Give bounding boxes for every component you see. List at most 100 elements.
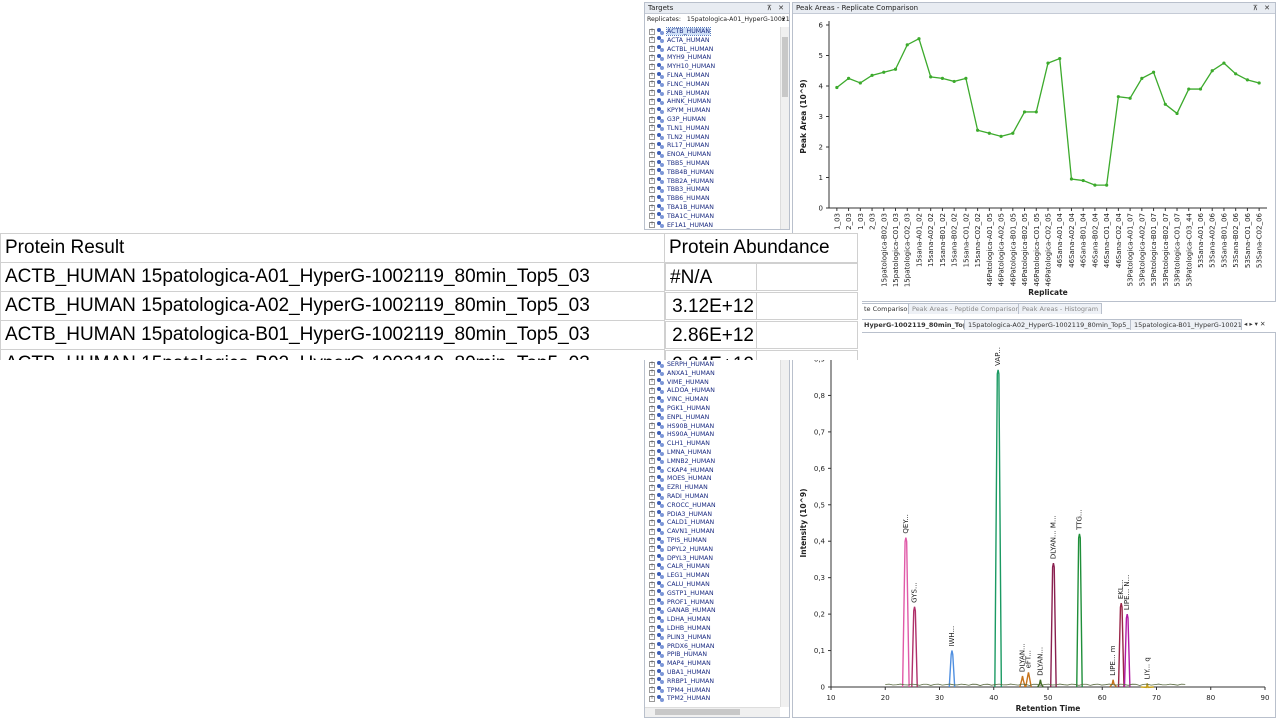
protein-icon [657,71,664,79]
y-tick-label: 1 [819,174,823,182]
x-tick-label: 15sana-C01_02 [962,213,970,267]
cell-protein-abundance[interactable]: 2.86E+12 [665,321,858,350]
tree-item[interactable]: ANXA1_HUMAN [645,367,715,378]
tree-item[interactable]: ALDOA_HUMAN [645,385,715,395]
tree-item[interactable]: EF1A1_HUMAN [645,219,713,229]
tree-item[interactable]: GANAB_HUMAN [645,605,716,615]
x-tick-label: 15patologica-C01_03 [892,213,900,287]
tree-item[interactable]: LMNB2_HUMAN [645,455,715,466]
x-tick-label: 46Sana-B02_04 [1091,212,1099,267]
protein-icon [657,554,664,562]
tree-item-label: LMNA_HUMAN [667,449,712,456]
tree-item-label: LDHB_HUMAN [667,625,711,632]
expand-icon[interactable] [648,693,655,702]
peak-label: TTG... [1075,509,1083,531]
tab-peptide-comparison[interactable]: Peak Areas - Peptide Comparison [908,303,1024,314]
protein-icon [657,413,664,421]
tree-item-label: TBB3_HUMAN [667,186,710,194]
scrollbar-thumb[interactable] [782,37,788,97]
protein-icon [657,492,664,500]
baseline-trace [885,683,1186,686]
cell-protein-result[interactable]: ACTB_HUMAN 15patologica-A02_HyperG-10021… [0,291,665,321]
tab-chromatogram-3[interactable]: 15patologica-B01_HyperG-100211‹ [1130,319,1242,330]
targets-scrollbar[interactable] [780,27,789,229]
tree-item-label: RRBP1_HUMAN [667,677,714,685]
targets-pin-close[interactable]: ⊼ ✕ [766,4,786,12]
cell-protein-abundance[interactable]: 2.84E+12 [665,350,858,360]
x-tick-label: 53Patologica-A02_07 [1138,213,1146,286]
empty-cell[interactable] [757,321,858,349]
tree-item[interactable]: DPYL2_HUMAN [645,543,713,554]
protein-icon [657,221,664,229]
tree-item[interactable]: PRDX6_HUMAN [645,640,714,651]
protein-icon [657,36,664,44]
tree-item[interactable]: ACTBL_HUMAN [645,43,713,54]
tree-item[interactable]: MYH10_HUMAN [645,61,715,71]
protein-table: Protein Result Protein Abundance ACTB_HU… [0,233,858,360]
cell-protein-abundance[interactable]: 3.12E+12 [665,292,858,321]
tab-histogram[interactable]: Peak Areas - Histogram [1018,303,1103,314]
tree-item-label: CALR_HUMAN [667,563,710,571]
tree-item[interactable]: TBB2A_HUMAN [645,175,714,186]
tree-item-label: MAP4_HUMAN [667,660,711,668]
abundance-value[interactable]: #N/A [665,263,757,292]
protein-icon [657,395,664,403]
tree-item-label: TLN1_HUMAN [667,124,710,132]
tree-item[interactable]: DPYL3_HUMAN [645,552,713,563]
tree-item[interactable]: PDIA3_HUMAN [645,508,712,519]
empty-cell[interactable] [757,350,858,360]
protein-icon [657,369,664,377]
cell-protein-result[interactable]: ACTB_HUMAN 15patologica-A01_HyperG-10021… [0,262,665,292]
tab-nav-controls[interactable]: ◂ ▸ ▾ ✕ [1244,320,1266,328]
header-protein-abundance[interactable]: Protein Abundance [664,233,858,263]
replicates-select[interactable]: 15patologica-A01_HyperG-10021 [686,16,790,23]
tree-item[interactable]: HS90A_HUMAN [645,429,714,439]
expand-icon[interactable] [648,219,655,229]
tree-item[interactable]: TBA1B_HUMAN [645,202,714,212]
y-tick-label: 6 [819,22,824,30]
horizontal-scrollbar[interactable] [645,707,780,717]
tree-item[interactable]: TBB4B_HUMAN [645,166,714,177]
tree-item[interactable]: CALD1_HUMAN [645,517,714,527]
protein-icon [657,510,664,518]
cell-protein-result[interactable]: ACTB_HUMAN 15patologica-B02_HyperG-10021… [0,349,665,360]
abundance-value[interactable]: 2.84E+12 [665,350,757,360]
tree-item[interactable]: TBA1C_HUMAN [645,210,714,221]
tree-item-label: TBB4B_HUMAN [667,168,714,176]
tree-item[interactable]: CROCC_HUMAN [645,499,716,510]
protein-icon [657,106,664,114]
tree-item[interactable]: CKAP4_HUMAN [645,464,714,475]
protein-icon [657,45,664,53]
tree-item[interactable]: CAVN1_HUMAN [645,526,714,536]
peak-areas-pin-close[interactable]: ⊼ ✕ [1252,4,1272,12]
empty-cell[interactable] [757,292,858,320]
data-point [893,67,898,71]
tree-item[interactable]: SERPH_HUMAN [645,360,714,369]
scrollbar-thumb-horizontal[interactable] [655,709,740,715]
tree-item[interactable]: RRBP1_HUMAN [645,675,714,686]
protein-icon [657,177,664,185]
data-point [1022,110,1027,114]
abundance-value[interactable]: 2.86E+12 [665,321,757,349]
targets-title: Targets [648,4,674,12]
chevron-down-icon[interactable]: ▾ [781,16,785,23]
tree-item[interactable]: HS90B_HUMAN [645,420,714,431]
header-protein-result[interactable]: Protein Result [0,233,665,263]
data-point [1069,177,1074,181]
cell-protein-result[interactable]: ACTB_HUMAN 15patologica-B01_HyperG-10021… [0,320,665,350]
protein-icon [657,133,664,141]
protein-icon [657,115,664,123]
tab-chromatogram-2[interactable]: 15patologica-A02_HyperG-1002119_80min_To… [964,319,1142,330]
cell-protein-abundance[interactable]: #N/A [665,263,858,292]
chromatogram-peak [1050,562,1057,688]
tree-item[interactable]: GSTP1_HUMAN [645,587,714,598]
empty-cell[interactable] [757,263,858,292]
tree-item[interactable]: TPM2_HUMAN [645,693,710,703]
tree-item-label: LDHA_HUMAN [667,616,711,624]
abundance-value[interactable]: 3.12E+12 [665,292,757,320]
tree-item[interactable]: PROF1_HUMAN [645,596,714,607]
x-tick-label: 53Sana-B01_06 [1220,212,1228,267]
protein-icon [657,527,664,535]
targets-scrollbar-lower[interactable] [780,360,789,707]
